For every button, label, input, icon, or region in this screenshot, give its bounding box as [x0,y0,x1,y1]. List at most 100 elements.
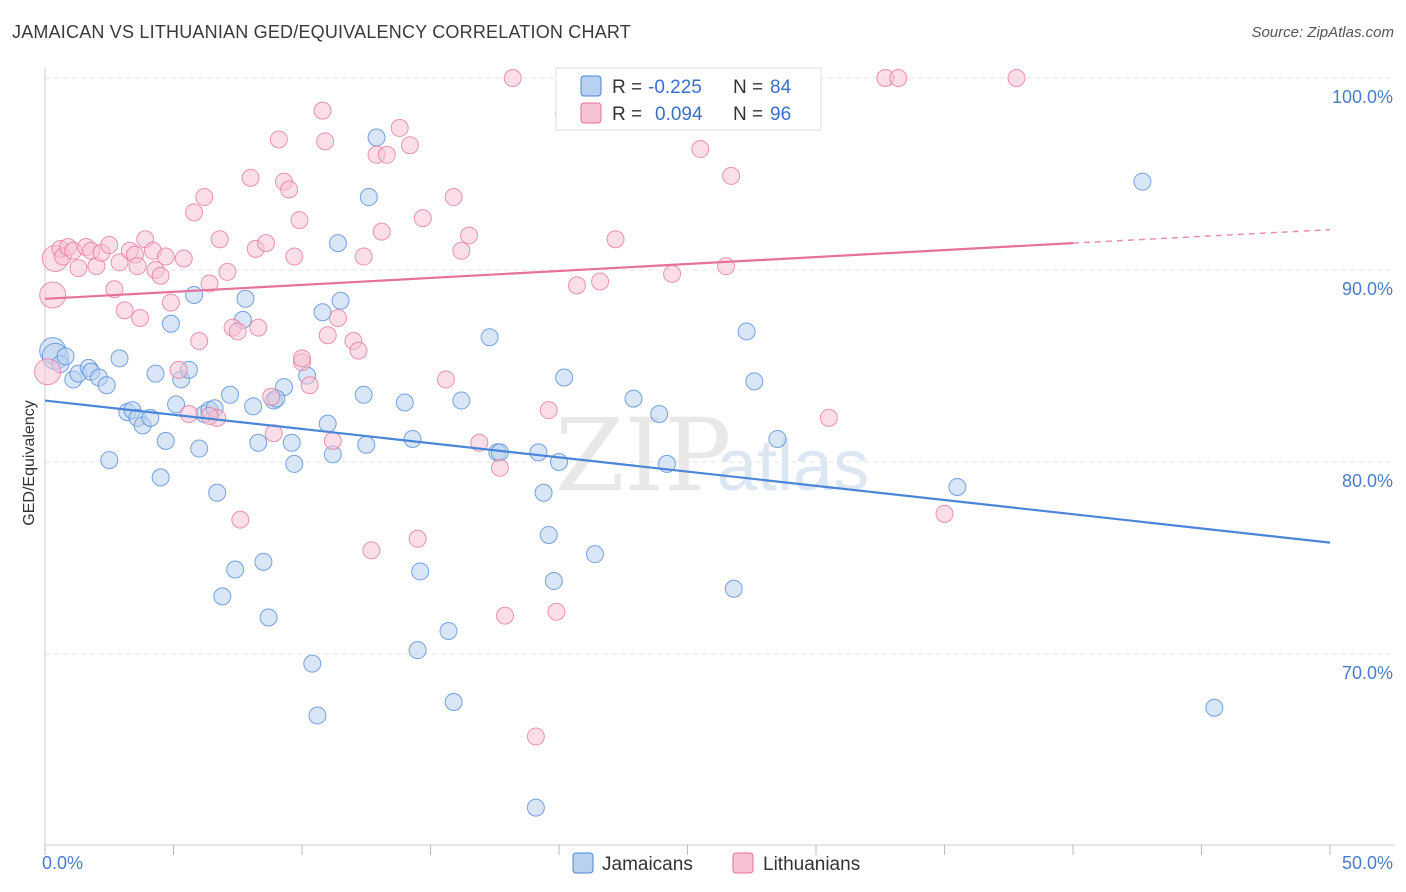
jamaican-point [367,128,386,147]
lithuanian-point [503,69,522,87]
lithuanian-point [496,606,515,625]
legend-n-value-1: 84 [770,77,792,98]
legend-r-value-1: -0.225 [648,77,702,98]
jamaican-point [313,303,332,322]
lithuanian-point [190,332,209,351]
lithuanian-point [354,247,373,266]
zipatlas-watermark: ZIP atlas [555,397,869,514]
lithuanian-point [606,230,625,249]
lithuanian-point [264,424,283,443]
jamaican-point [190,439,209,458]
lithuanians-trend-extension [1072,228,1331,244]
legend-swatch-lithuanians [580,102,602,124]
x-tick-label: 0.0% [42,853,83,873]
chart-title: JAMAICAN VS LITHUANIAN GED/EQUIVALENCY C… [12,22,631,42]
legend-r-label-1: R = [612,77,642,98]
lithuanian-point [372,222,391,241]
bottom-legend-jamaicans: Jamaicans [602,854,693,875]
legend-r-label-2: R = [612,104,642,125]
jamaican-point [624,389,643,408]
legend-n-label-2: N = [733,104,763,125]
jamaican-point [408,641,427,660]
lithuanian-point [241,168,260,187]
jamaican-point [151,468,170,487]
lithuanian-point [300,376,319,395]
jamaican-point [1205,698,1224,717]
jamaican-point [357,435,376,454]
jamaican-point [213,587,232,606]
trend-lines [44,228,1331,544]
legend-r-value-2: 0.094 [655,104,703,125]
jamaican-point [236,289,255,308]
jamaican-point [555,368,574,387]
lithuanian-point [717,257,736,276]
lithuanian-point [691,140,710,159]
watermark-zip-text: ZIP [555,397,731,514]
lithuanian-point [539,401,558,420]
lithuanian-point [1007,69,1026,87]
lithuanian-point [185,203,204,222]
lithuanian-point [115,301,134,320]
lithuanian-point [722,166,741,185]
lithuanian-point [280,180,299,199]
jamaican-point [328,234,347,253]
jamaican-point [146,364,165,383]
lithuanian-point [285,247,304,266]
jamaican-point [948,477,967,496]
lithuanian-point [231,510,250,529]
jamaican-point [249,433,268,452]
lithuanian-point [69,259,88,278]
jamaican-point [737,322,756,341]
bottom-legend-swatch-lithuanians [732,852,754,874]
lithuanian-point [110,253,129,272]
y-axis-label: GED/Equivalency [21,400,38,525]
jamaican-point [285,454,304,473]
jamaican-point [226,560,245,579]
lithuanian-point [269,130,288,149]
jamaican-point [221,385,240,404]
lithuanian-point [293,349,311,368]
lithuanian-point [362,541,381,560]
lithuanian-point [663,264,682,283]
jamaican-point [254,552,273,571]
lithuanian-point [460,226,479,245]
jamaican-point [395,393,414,412]
lithuanian-point [174,249,193,268]
jamaican-point [156,431,175,450]
jamaican-point [303,654,322,673]
x-tick-label: 50.0% [1342,853,1393,873]
y-tick-label: 80.0% [1342,471,1393,491]
lithuanian-point [257,234,276,253]
lithuanian-point [400,136,419,155]
lithuanian-point [490,458,509,477]
jamaican-point [97,376,116,395]
jamaican-point [544,572,563,591]
lithuanian-point [526,727,545,746]
jamaican-point [354,385,373,404]
jamaican-point [318,414,337,433]
lithuanian-point [249,318,268,337]
lithuanian-point [452,241,471,260]
legend-n-value-2: 96 [770,104,791,125]
jamaican-point [1133,172,1152,191]
jamaican-point [529,443,548,462]
lithuanian-point [390,118,409,137]
jamaican-point [282,433,301,452]
jamaicans-trend-line [44,399,1331,544]
jamaican-point [539,525,558,544]
jamaicans-points [39,128,1224,817]
lithuanian-point [444,188,463,207]
jamaican-point [768,429,787,448]
jamaican-point [480,328,499,347]
lithuanian-point [323,431,342,450]
lithuanian-point [151,266,170,285]
jamaican-point [585,545,604,564]
jamaican-point [308,706,327,725]
lithuanian-point [436,370,455,389]
lithuanian-point [210,230,229,249]
lithuanian-point [195,188,214,207]
jamaican-point [100,451,119,470]
lithuanian-point [100,236,119,255]
jamaican-point [444,693,463,711]
